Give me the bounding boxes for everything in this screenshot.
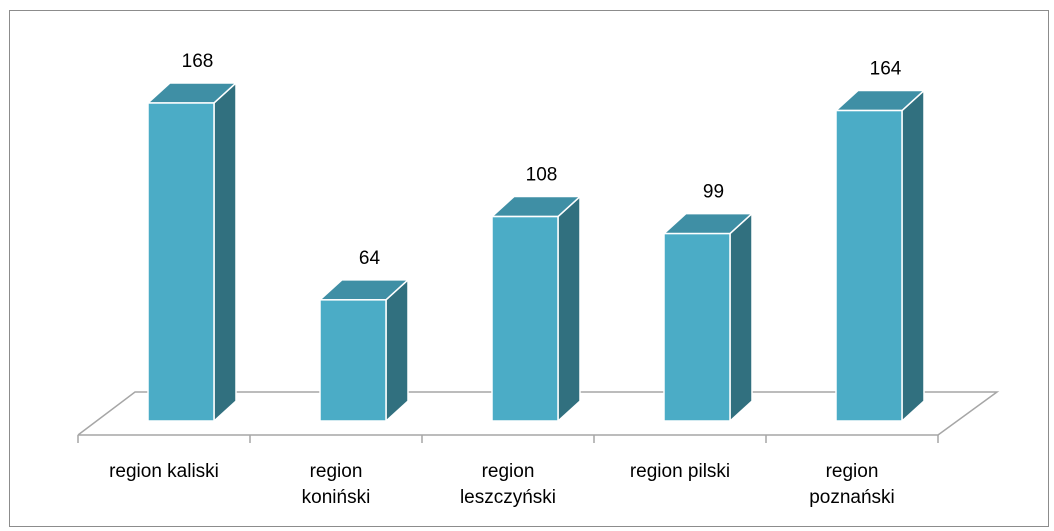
bar-side — [729, 212, 753, 422]
x-tick-label: koniński — [302, 487, 371, 508]
x-tick-label: region — [826, 461, 879, 482]
data-label: 168 — [182, 51, 214, 72]
bar-side — [385, 279, 409, 422]
bar — [319, 279, 409, 422]
bar — [835, 89, 925, 422]
category-labels: region kaliski region koniński region leszcz… — [109, 461, 895, 508]
floor-ticks — [77, 435, 939, 443]
x-tick-label: region kaliski — [109, 461, 219, 482]
bar-front — [663, 232, 731, 422]
bar-side — [901, 89, 925, 422]
x-tick-label: region pilski — [630, 461, 730, 482]
bar-front — [835, 109, 903, 422]
chart-floor — [77, 391, 1000, 443]
bar — [491, 195, 581, 422]
bar-side — [557, 195, 581, 422]
data-label: 164 — [870, 59, 902, 80]
bar — [147, 82, 237, 422]
x-tick-label: region — [310, 461, 363, 482]
data-label: 108 — [526, 165, 558, 186]
floor-outline — [77, 391, 1000, 436]
bar-front — [147, 102, 215, 422]
x-tick-label: leszczyński — [460, 487, 556, 508]
bar-side — [213, 82, 237, 422]
x-tick-label: poznański — [809, 487, 895, 508]
bar — [663, 212, 753, 422]
data-labels: 168 64 108 99 164 — [182, 51, 902, 269]
bar-front — [319, 299, 387, 422]
x-tick-label: region — [482, 461, 535, 482]
data-label: 64 — [359, 248, 381, 269]
data-label: 99 — [703, 182, 724, 203]
bars — [147, 82, 925, 422]
bar-front — [491, 215, 559, 422]
